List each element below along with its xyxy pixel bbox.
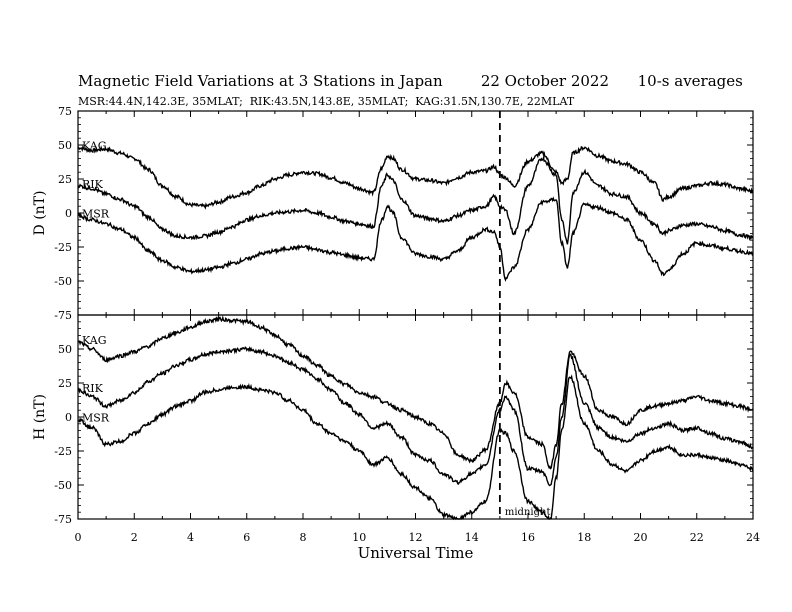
series-line-msr [77,196,754,282]
x-tick-label: 2 [131,531,138,544]
chart-title: Magnetic Field Variations at 3 Stations … [78,72,443,90]
y-tick-label: 50 [58,343,72,356]
chart-averaging: 10-s averages [637,72,743,90]
x-tick-label: 4 [187,531,194,544]
y-tick-label: -25 [54,445,72,458]
y-axis-label: H (nT) [32,394,48,440]
x-tick-label: 0 [75,531,82,544]
series-label-msr: MSR [82,208,110,221]
panel-h: -75 -50 -25 0 25 50 H (nT) KAG RIK MSR midnight [32,314,754,526]
y-tick-label: -50 [54,479,72,492]
y-tick-label: 0 [65,411,72,424]
series-label-msr: MSR [82,412,110,425]
y-tick-label: -50 [54,275,72,288]
y-axis-label: D (nT) [32,191,48,236]
station-info: MSR:44.4N,142.3E, 35MLAT; RIK:43.5N,143.… [78,95,575,108]
y-tick-label: 50 [58,139,72,152]
x-tick-label: 12 [409,531,423,544]
x-tick-label: 6 [243,531,250,544]
series-line-msr [77,374,754,521]
x-tick-label: 18 [577,531,591,544]
x-tick-label: 14 [465,531,479,544]
x-axis-label: Universal Time [358,544,474,562]
y-tick-label: -75 [54,309,72,322]
y-tick-label: -75 [54,513,72,526]
x-tick-label: 24 [746,531,760,544]
y-tick-label: 0 [65,207,72,220]
chart-date: 22 October 2022 [480,72,610,90]
midnight-annotation: midnight [505,507,551,518]
x-tick-label: 10 [352,531,366,544]
series-label-kag: KAG [82,140,107,153]
series-line-rik [77,346,754,487]
series-label-rik: RIK [82,178,104,191]
x-tick-label: 20 [634,531,648,544]
series-label-kag: KAG [82,334,107,347]
x-tick-label: 8 [300,531,307,544]
y-tick-label: 25 [58,377,72,390]
panel-frame [77,110,754,316]
series-line-rik [77,155,754,245]
series-line-kag [77,145,754,210]
chart-title-line: Magnetic Field Variations at 3 Stations … [78,72,743,90]
y-tick-label: 75 [58,105,72,118]
panel-d: -75 -50 -25 0 25 50 75 D (nT) KAG RIK MSR [32,105,754,322]
x-tick-label: 16 [521,531,535,544]
x-tick-label: 22 [690,531,704,544]
y-tick-label: -25 [54,241,72,254]
series-label-rik: RIK [82,382,104,395]
series-line-kag [77,315,754,470]
y-tick-label: 25 [58,173,72,186]
